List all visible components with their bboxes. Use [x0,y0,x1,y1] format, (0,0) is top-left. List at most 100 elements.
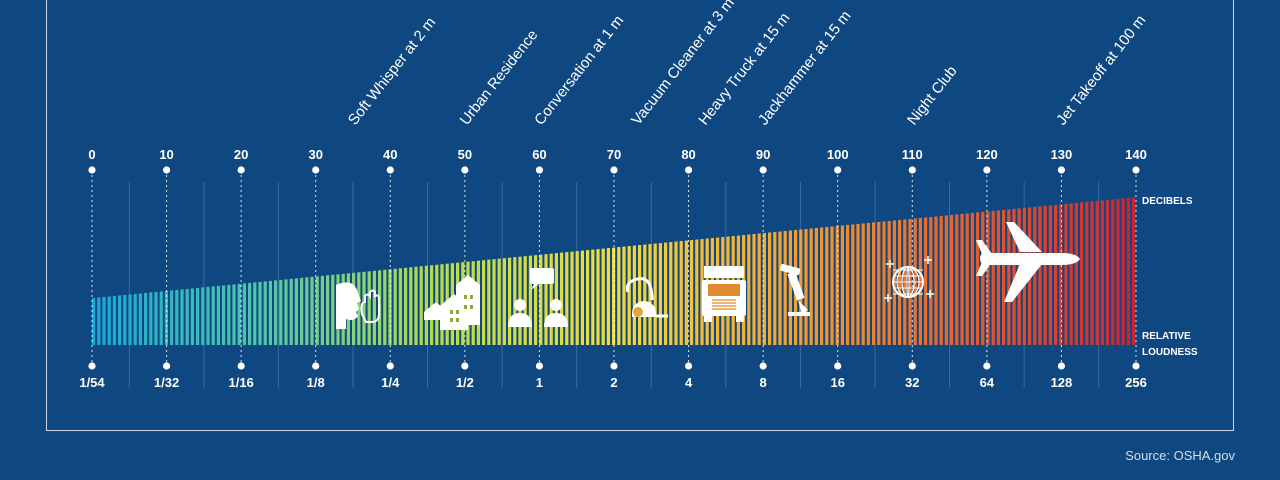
loudness-bar [950,214,954,345]
loudness-bar [570,251,574,345]
loudness-bar [965,213,969,345]
loudness-tick-label: 8 [760,375,767,390]
tick-dot-top [162,166,171,174]
loudness-bar [679,240,683,345]
loudness-bar [513,257,517,345]
loudness-bar [367,271,371,345]
loudness-bar [539,254,543,345]
loudness-bar [175,289,179,345]
tick-dot-top [834,166,842,174]
loudness-bar [274,280,278,345]
loudness-bar [1121,198,1125,345]
loudness-bar [674,241,678,345]
loudness-tick-label: 32 [905,375,919,390]
decibels-axis-label: DECIBELS [1142,196,1193,207]
loudness-bar [492,259,496,345]
category-label: Jet Takeoff at 100 m [1053,12,1149,128]
decibel-tick-label: 20 [234,147,248,162]
loudness-bar [424,265,428,345]
tick-dot-bottom [535,362,544,370]
loudness-bar [934,216,938,345]
loudness-bar [534,255,538,345]
decibel-tick-label: 130 [1051,147,1073,162]
loudness-bar [981,211,985,345]
loudness-bar [960,213,964,345]
tick-dot-top [535,166,544,174]
loudness-bar [918,217,922,345]
loudness-tick-label: 128 [1051,375,1073,390]
conversation-icon [508,268,568,327]
loudness-bar [804,228,808,345]
decibel-tick-label: 30 [308,147,322,162]
loudness-bar [398,268,402,345]
loudness-bar [497,258,501,345]
loudness-bar [814,227,818,345]
loudness-bar [268,280,272,345]
loudness-tick-label: 1/16 [228,375,253,390]
loudness-tick-label: 256 [1125,375,1147,390]
category-labels: Soft Whisper at 2 m Urban ResidenceConver… [345,0,1150,128]
whisper-icon [336,282,380,329]
loudness-bar [294,278,298,345]
decibel-tick-label: 80 [681,147,695,162]
loudness-bar [762,232,766,345]
loudness-bar [362,271,366,345]
loudness-bar [799,229,803,345]
decibel-tick-label: 60 [532,147,546,162]
loudness-bar [757,233,761,345]
tick-dot-bottom [1132,362,1140,370]
loudness-bar [638,245,642,345]
loudness-bar [159,291,163,345]
loudness-bar [430,265,434,345]
loudness-bar [690,239,694,345]
loudness-bar [289,278,293,345]
loudness-bar [92,297,96,345]
loudness-bar [643,244,647,345]
loudness-bar [190,288,194,345]
loudness-bar [508,257,512,345]
tick-dot-top [461,166,469,174]
loudness-bar [248,282,252,345]
tick-dot-bottom [88,362,96,370]
decibel-tick-label: 140 [1125,147,1147,162]
loudness-tick-label: 4 [685,375,693,390]
loudness-bar [632,245,636,345]
disco-ball-icon [884,256,934,302]
loudness-bar [201,287,205,345]
loudness-bar [944,215,948,345]
loudness-bar [955,214,959,345]
relative-loudness-axis-label-2: LOUDNESS [1142,347,1198,358]
loudness-bar [1095,200,1099,345]
houses-icon [424,275,480,330]
loudness-bar [861,223,865,345]
loudness-bar [315,276,319,345]
loudness-bar [986,211,990,345]
loudness-bar [164,290,168,345]
loudness-bar [565,252,569,345]
vacuum-icon [625,277,668,318]
loudness-bar [617,247,621,345]
loudness-bar [768,232,772,345]
loudness-bar [747,234,751,345]
tick-dot-top [312,166,320,174]
loudness-bar [102,296,106,345]
loudness-bar [310,276,314,345]
loudness-tick-label: 1/2 [456,375,474,390]
tick-dot-bottom [237,362,245,370]
source-note: Source: OSHA.gov [1125,448,1235,463]
tick-dot-bottom [834,362,842,370]
loudness-bar [856,223,860,345]
loudness-bar [404,267,408,345]
tick-dot-top [759,166,767,174]
loudness-bar [128,294,132,345]
loudness-bar [840,225,844,345]
loudness-bar [409,267,413,345]
loudness-bar [1002,209,1006,345]
tick-dot-top [88,166,96,174]
loudness-bar [939,215,943,345]
loudness-tick-label: 64 [980,375,995,390]
loudness-bar [222,285,226,345]
loudness-bar [544,254,548,345]
loudness-bar [383,269,387,345]
